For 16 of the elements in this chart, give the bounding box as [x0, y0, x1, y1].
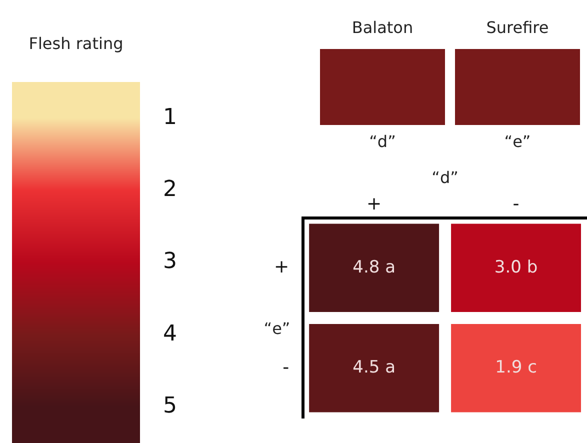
text: Balaton [350, 18, 414, 37]
color-bar-label: 1 [163, 104, 177, 130]
data-label: 4.8 a [352, 257, 396, 278]
color-bar-label: 4 [163, 321, 177, 346]
data-label: 4.5 a [352, 358, 396, 378]
color-bar-label: 2 [163, 177, 177, 202]
data-label: 3.0 b [494, 257, 538, 278]
x-axis-title: “d” [432, 168, 458, 187]
color-bar-label: 3 [163, 249, 177, 274]
color-bar-title: Flesh rating [28, 34, 124, 54]
y-axis-title: “e” [264, 319, 290, 338]
data-label: 1.9 c [495, 358, 537, 378]
color-bar-label: 5 [163, 394, 177, 419]
text: “e” [503, 132, 532, 151]
text: “d” [368, 132, 397, 151]
text: Surefire [485, 18, 550, 37]
